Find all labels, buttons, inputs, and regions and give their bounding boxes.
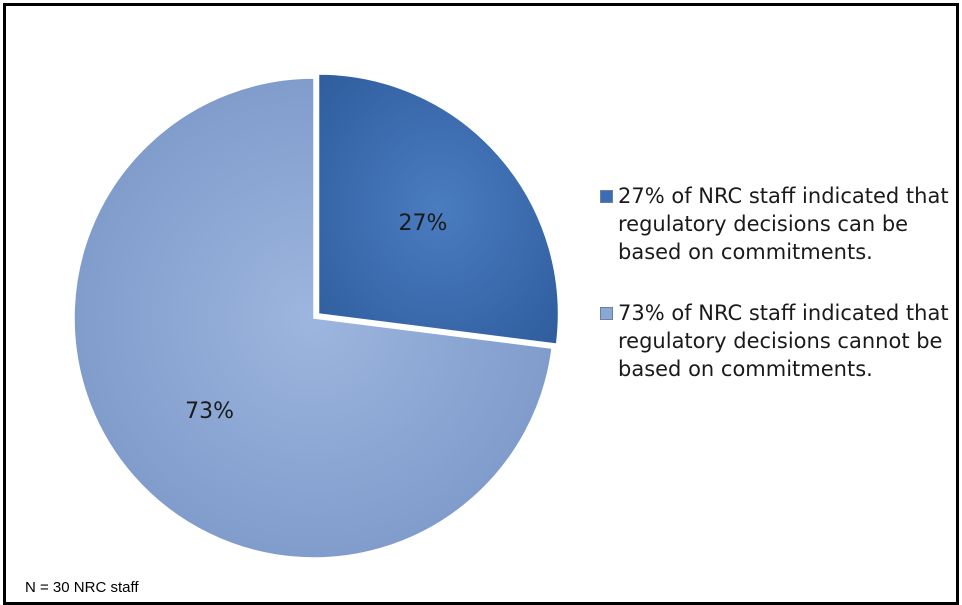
pie-slice-27-percent bbox=[317, 73, 560, 345]
legend-swatch-27-percent bbox=[600, 190, 613, 203]
chart-legend: 27% of NRC staff indicated that regulato… bbox=[600, 182, 952, 416]
pie-chart: 27% 73% bbox=[73, 73, 560, 559]
pie-slice-73-percent bbox=[73, 77, 553, 559]
legend-item-73-percent: 73% of NRC staff indicated that regulato… bbox=[600, 299, 952, 383]
pie-label-27-percent: 27% bbox=[398, 211, 447, 236]
pie-label-73-percent: 73% bbox=[185, 399, 234, 424]
chart-frame: 27% 73% 27% of NRC staff indicated that r… bbox=[3, 3, 959, 605]
legend-swatch-73-percent bbox=[600, 307, 613, 320]
legend-item-27-percent: 27% of NRC staff indicated that regulato… bbox=[600, 182, 952, 266]
legend-text-27-percent: 27% of NRC staff indicated that regulato… bbox=[618, 184, 949, 264]
legend-text-73-percent: 73% of NRC staff indicated that regulato… bbox=[618, 301, 949, 381]
sample-size-note: N = 30 NRC staff bbox=[25, 579, 139, 596]
